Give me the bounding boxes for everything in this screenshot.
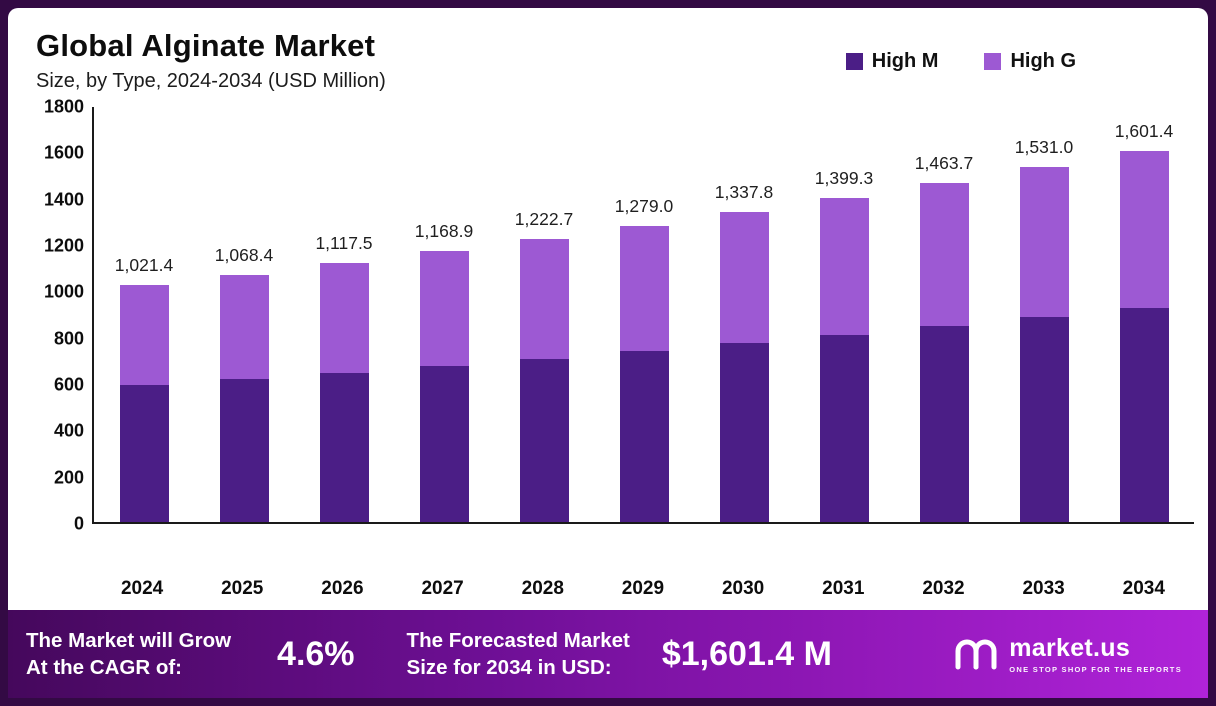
forecast-label: The Forecasted Market Size for 2034 in U… [406,628,630,679]
y-tick-label: 1000 [43,281,84,302]
x-axis-label-2025: 2025 [221,578,264,599]
x-axis-label-2028: 2028 [521,578,564,599]
bar-segment-high-g [419,251,469,366]
y-tick-label: 400 [53,420,84,441]
x-axis-label-2024: 2024 [120,578,164,599]
logo-tagline: ONE STOP SHOP FOR THE REPORTS [1009,665,1182,674]
legend-swatch [845,53,863,70]
bar-segment-high-m [719,343,769,522]
bar-segment-high-g [1119,151,1169,308]
bar-segment-high-g [619,225,669,352]
bar-segment-high-g [719,212,769,344]
plot-area: 1,021.4 1,068.4 1,117.5 1,168.9 1,222.7 1,279… [92,107,1194,524]
cagr-label: The Market will Grow At the CAGR of: [26,628,232,679]
bar-total-label: 1,337.8 [714,182,774,203]
bar-total-label: 1,463.7 [914,152,974,173]
footer-banner: The Market will Grow At the CAGR of: 4.6… [8,610,1208,698]
logo-text-block: market.us ONE STOP SHOP FOR THE REPORTS [1009,634,1182,674]
bar-group-2030: 1,337.8 [695,107,794,522]
bar-segment-high-m [1019,317,1069,522]
title-block: Global Alginate Market Size, by Type, 20… [30,26,386,93]
bar-segment-high-m [619,351,669,522]
x-axis-label-2030: 2030 [721,578,765,599]
y-tick-label: 200 [53,467,84,488]
bar-total-label: 1,222.7 [514,208,574,229]
y-tick-label: 800 [53,328,84,349]
bar-segment-high-m [819,335,869,522]
legend: High M High G [845,50,1076,73]
x-axis-label-2034: 2034 [1122,578,1165,599]
bar-total-label: 1,531.0 [1014,137,1074,158]
x-axis-label-2027: 2027 [421,578,464,599]
y-tick-label: 1800 [43,96,84,117]
bar-group-2027: 1,168.9 [395,107,494,522]
legend-item-high-m: High M [845,50,939,73]
chart-subtitle: Size, by Type, 2024-2034 (USD Million) [36,70,386,92]
bar-group-2025: 1,068.4 [195,107,294,522]
bar-group-2031: 1,399.3 [795,107,894,522]
bar-segment-high-m [919,326,969,522]
bar-segment-high-m [1119,307,1169,522]
bar-segment-high-g [519,238,569,359]
y-tick-label: 0 [73,513,84,534]
bar-total-label: 1,168.9 [414,221,474,242]
y-tick-label: 1200 [43,235,84,256]
bar-group-2028: 1,222.7 [495,107,594,522]
x-axis-labels: 2024 2025 2026 2027 2028 2029 2030 2031 2032 2033… [92,564,1194,610]
bar-group-2024: 1,021.4 [95,107,194,522]
bar-total-label: 1,399.3 [814,167,874,188]
bar-total-label: 1,068.4 [214,244,274,265]
bar-total-label: 1,117.5 [315,233,373,254]
bar-group-2033: 1,531.0 [995,107,1094,522]
chart-region: 1800 1600 1400 1200 1000 800 600 400 200 0 1,021.… [30,97,1194,564]
bar-group-2034: 1,601.4 [1095,107,1194,522]
bars-container: 1,021.4 1,068.4 1,117.5 1,168.9 1,222.7 1,279… [94,107,1194,522]
x-axis-label-2033: 2033 [1022,578,1065,599]
bar-segment-high-m [419,365,469,522]
legend-label: High M [871,50,939,72]
bar-segment-high-g [319,263,369,373]
x-axis-label-2026: 2026 [321,578,364,599]
bar-group-2026: 1,117.5 [295,107,394,522]
bar-total-label: 1,279.0 [614,195,674,216]
bar-segment-high-g [119,285,169,386]
x-axis-label-2029: 2029 [621,578,665,599]
cagr-value: 4.6% [277,634,355,673]
chart-title: Global Alginate Market [36,28,376,63]
marketus-logo[interactable]: market.us ONE STOP SHOP FOR THE REPORTS [953,631,1182,678]
bar-group-2029: 1,279.0 [595,107,694,522]
y-tick-label: 1600 [43,142,84,163]
bar-group-2032: 1,463.7 [895,107,994,522]
chart-card: Global Alginate Market Size, by Type, 20… [8,8,1208,610]
bar-segment-high-g [219,274,269,380]
bar-segment-high-m [219,379,269,522]
bar-segment-high-g [819,197,869,336]
logo-name: market.us [1009,634,1131,662]
legend-label: High G [1010,50,1076,72]
legend-swatch [984,53,1002,70]
bar-segment-high-m [119,385,169,522]
chart-header: Global Alginate Market Size, by Type, 20… [30,26,1194,93]
bar-segment-high-m [319,372,369,522]
y-tick-label: 600 [53,374,84,395]
bar-segment-high-g [1019,167,1069,318]
bar-total-label: 1,601.4 [1114,121,1174,142]
x-axis-label-2031: 2031 [822,578,865,599]
legend-item-high-g: High G [984,50,1076,73]
y-tick-label: 1400 [43,189,84,210]
bar-total-label: 1,021.4 [114,255,174,276]
forecast-value: $1,601.4 M [661,634,832,673]
bar-segment-high-g [919,182,969,327]
x-axis-label-2032: 2032 [922,578,965,599]
bar-segment-high-m [519,358,569,522]
marketus-logo-icon [953,631,999,678]
y-axis: 1800 1600 1400 1200 1000 800 600 400 200 0 [30,97,92,534]
